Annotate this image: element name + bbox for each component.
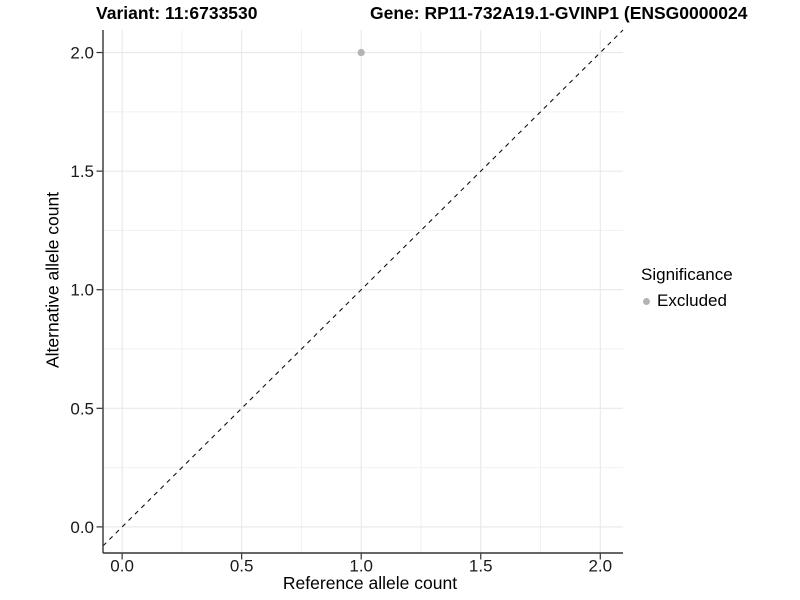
- excluded-point-swatch-icon: [643, 297, 650, 305]
- x-tick-label: 1.0: [349, 557, 373, 576]
- legend-item-excluded: Excluded: [641, 291, 733, 311]
- x-axis-title: Reference allele count: [282, 573, 458, 593]
- legend-title: Significance: [641, 265, 733, 284]
- y-tick-label: 1.0: [70, 281, 94, 300]
- x-tick-label: 0.5: [230, 557, 254, 576]
- x-tick-label: 1.5: [469, 557, 493, 576]
- y-axis-title: Alternative allele count: [42, 191, 63, 369]
- y-tick-label: 1.5: [70, 162, 94, 181]
- identity-dashed-line: [102, 29, 624, 547]
- legend-item-label: Excluded: [657, 291, 727, 310]
- data-point: [357, 48, 365, 57]
- y-tick-label: 2.0: [70, 44, 94, 63]
- x-tick-label: 0.0: [110, 557, 134, 576]
- legend: Significance Excluded: [641, 265, 733, 311]
- y-tick-label: 0.0: [70, 518, 94, 537]
- plot-title-gene: Gene: RP11-732A19.1-GVINP1 (ENSG0000024: [370, 3, 748, 23]
- y-tick-label: 0.5: [70, 399, 94, 418]
- plot-title-variant: Variant: 11:6733530: [96, 3, 258, 23]
- x-tick-label: 2.0: [588, 557, 612, 576]
